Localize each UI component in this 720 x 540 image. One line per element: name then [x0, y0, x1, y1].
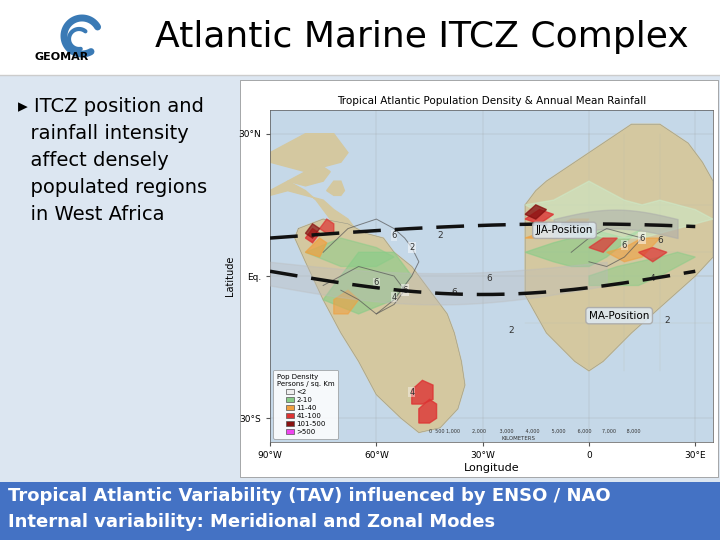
Text: Internal variability: Meridional and Zonal Modes: Internal variability: Meridional and Zon…: [8, 513, 495, 531]
Bar: [240, 80, 718, 477]
Text: 2: 2: [437, 231, 443, 240]
Polygon shape: [305, 224, 320, 238]
Polygon shape: [639, 247, 667, 262]
Text: 4: 4: [392, 293, 397, 302]
Text: 6: 6: [392, 231, 397, 240]
Text: ▸ ITCZ position and: ▸ ITCZ position and: [18, 97, 204, 116]
Polygon shape: [270, 181, 359, 238]
Text: GEOMAR: GEOMAR: [35, 52, 89, 62]
Polygon shape: [305, 228, 320, 243]
Text: 6: 6: [621, 240, 627, 249]
Polygon shape: [589, 238, 617, 252]
Text: KILOMETERS: KILOMETERS: [501, 436, 535, 441]
Polygon shape: [589, 252, 696, 286]
Polygon shape: [334, 290, 359, 314]
Polygon shape: [288, 167, 330, 186]
X-axis label: Longitude: Longitude: [464, 463, 519, 473]
Text: 4: 4: [650, 274, 656, 283]
Polygon shape: [305, 238, 394, 267]
Text: 2: 2: [508, 326, 514, 335]
Bar: [0, 0, 720, 75]
Text: 2: 2: [409, 243, 415, 252]
Y-axis label: Latitude: Latitude: [225, 256, 235, 296]
Text: in West Africa: in West Africa: [18, 205, 164, 224]
Polygon shape: [525, 210, 554, 224]
Title: Tropical Atlantic Population Density & Annual Mean Rainfall: Tropical Atlantic Population Density & A…: [337, 97, 646, 106]
Polygon shape: [412, 380, 433, 404]
Bar: [0, 482, 720, 540]
Polygon shape: [607, 238, 660, 262]
Polygon shape: [525, 219, 589, 238]
Polygon shape: [525, 228, 642, 267]
Text: Atlantic Marine ITCZ Complex: Atlantic Marine ITCZ Complex: [155, 20, 688, 54]
Text: 6: 6: [487, 274, 492, 283]
Text: affect densely: affect densely: [18, 151, 168, 170]
Text: 6: 6: [657, 236, 662, 245]
Text: 6: 6: [451, 288, 457, 297]
Text: rainfall intensity: rainfall intensity: [18, 124, 189, 143]
Text: 6: 6: [639, 234, 645, 242]
Polygon shape: [525, 205, 546, 219]
Legend: <2, 2-10, 11-40, 41-100, 101-500, >500: <2, 2-10, 11-40, 41-100, 101-500, >500: [274, 370, 338, 438]
Polygon shape: [270, 134, 348, 172]
Polygon shape: [419, 399, 436, 423]
Text: MA-Position: MA-Position: [589, 310, 649, 321]
Text: 2: 2: [664, 316, 670, 326]
Polygon shape: [525, 124, 713, 371]
Bar: [0, 75, 720, 482]
Polygon shape: [323, 252, 412, 314]
Polygon shape: [320, 219, 334, 233]
Text: 6: 6: [374, 279, 379, 287]
Text: populated regions: populated regions: [18, 178, 207, 197]
Text: 0  500 1,000        2,000         3,000        4,000        5,000        6,000  : 0 500 1,000 2,000 3,000 4,000 5,000 6,00…: [429, 429, 641, 434]
Polygon shape: [305, 238, 327, 257]
Text: Tropical Atlantic Variability (TAV) influenced by ENSO / NAO: Tropical Atlantic Variability (TAV) infl…: [8, 487, 611, 505]
Polygon shape: [327, 181, 344, 195]
Text: 4: 4: [409, 388, 415, 396]
Text: 6: 6: [402, 286, 408, 295]
Polygon shape: [294, 219, 465, 433]
Polygon shape: [525, 181, 713, 238]
Text: JJA-Position: JJA-Position: [536, 225, 593, 235]
